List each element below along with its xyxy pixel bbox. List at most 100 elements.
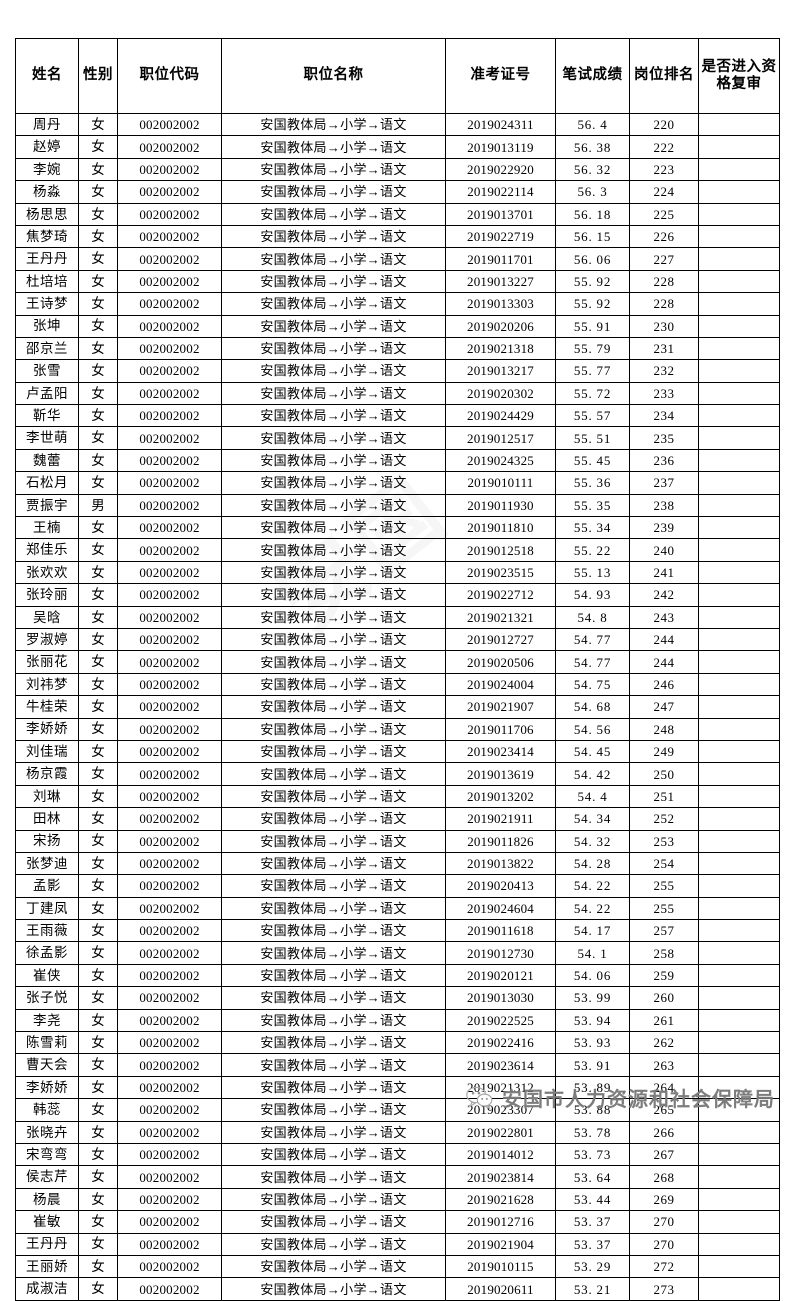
cell-ticket: 2019021904 — [445, 1232, 556, 1256]
cell-rank: 248 — [629, 717, 699, 741]
cell-ticket: 2019013822 — [445, 851, 556, 876]
table-row: 李婉女 002002002 安国教体局→小学→语文 2019022920 56. 32 2… — [15, 157, 780, 182]
cell-code: 002002002 — [117, 941, 222, 965]
table-row: 郑佳乐女 002002002 安国教体局→小学→语文 2019012518 55. 22… — [15, 538, 780, 562]
cell-name: 陈雪莉 — [15, 1031, 79, 1055]
table-row: 王丹丹女 002002002 安国教体局→小学→语文 2019021904 53. 37… — [15, 1232, 780, 1256]
cell-rank: 255 — [629, 896, 699, 921]
cell-title: 安国教体局→小学→语文 — [221, 1008, 446, 1033]
cell-ticket: 2019020302 — [445, 381, 556, 406]
cell-title: 安国教体局→小学→语文 — [221, 1142, 446, 1167]
cell-rank: 267 — [629, 1142, 699, 1167]
cell-score: 54. 56 — [555, 717, 630, 741]
cell-name: 张丽花 — [15, 650, 79, 674]
cell-pass — [698, 404, 780, 428]
cell-sex: 女 — [78, 1031, 118, 1055]
cell-name: 侯志芹 — [15, 1165, 79, 1189]
cell-name: 成淑洁 — [15, 1277, 79, 1301]
cell-title: 安国教体局→小学→语文 — [221, 1210, 446, 1234]
cell-title: 安国教体局→小学→语文 — [221, 1165, 446, 1189]
cell-name: 丁建凤 — [15, 896, 79, 921]
cell-pass — [698, 471, 780, 495]
cell-rank: 234 — [629, 404, 699, 428]
cell-ticket: 2019012518 — [445, 538, 556, 562]
cell-sex: 女 — [78, 807, 118, 831]
cell-name: 崔敏 — [15, 1210, 79, 1234]
cell-ticket: 2019022920 — [445, 157, 556, 182]
cell-rank: 269 — [629, 1187, 699, 1212]
cell-code: 002002002 — [117, 1120, 222, 1144]
cell-score: 56. 06 — [555, 247, 630, 271]
cell-name: 崔侠 — [15, 963, 79, 988]
table-row: 杨晨女 002002002 安国教体局→小学→语文 2019021628 53. 44 2… — [15, 1187, 780, 1212]
cell-score: 54. 77 — [555, 627, 630, 652]
cell-title: 安国教体局→小学→语文 — [221, 180, 446, 204]
cell-name: 王丹丹 — [15, 247, 79, 271]
cell-ticket: 2019021318 — [445, 336, 556, 361]
cell-name: 张欢欢 — [15, 560, 79, 585]
column-header-sex: 性别 — [78, 38, 118, 114]
cell-rank: 246 — [629, 672, 699, 697]
column-header-ticket: 准考证号 — [445, 38, 556, 114]
cell-sex: 女 — [78, 739, 118, 764]
cell-score: 54. 1 — [555, 941, 630, 965]
cell-name: 刘琳 — [15, 784, 79, 809]
cell-rank: 263 — [629, 1053, 699, 1077]
cell-score: 54. 8 — [555, 605, 630, 629]
cell-title: 安国教体局→小学→语文 — [221, 851, 446, 876]
cell-rank: 247 — [629, 695, 699, 719]
cell-ticket: 2019023515 — [445, 560, 556, 585]
cell-ticket: 2019020413 — [445, 874, 556, 898]
cell-rank: 238 — [629, 493, 699, 518]
cell-name: 杨京霞 — [15, 762, 79, 786]
cell-score: 55. 22 — [555, 538, 630, 562]
table-row: 杨淼女 002002002 安国教体局→小学→语文 2019022114 56. 3 22… — [15, 180, 780, 204]
cell-pass — [698, 627, 780, 652]
cell-ticket: 2019011810 — [445, 516, 556, 540]
cell-ticket: 2019023614 — [445, 1053, 556, 1077]
cell-rank: 257 — [629, 919, 699, 943]
cell-code: 002002002 — [117, 516, 222, 540]
table-row: 李世萌女 002002002 安国教体局→小学→语文 2019012517 55. 51… — [15, 426, 780, 450]
cell-title: 安国教体局→小学→语文 — [221, 448, 446, 473]
cell-rank: 232 — [629, 359, 699, 383]
cell-ticket: 2019013030 — [445, 986, 556, 1010]
cell-rank: 258 — [629, 941, 699, 965]
column-header-score: 笔试成绩 — [555, 38, 630, 114]
cell-ticket: 2019010111 — [445, 471, 556, 495]
table-row: 王楠女 002002002 安国教体局→小学→语文 2019011810 55. 34 2… — [15, 516, 780, 540]
cell-pass — [698, 807, 780, 831]
cell-code: 002002002 — [117, 784, 222, 809]
cell-pass — [698, 381, 780, 406]
cell-ticket: 2019012517 — [445, 426, 556, 450]
cell-rank: 242 — [629, 583, 699, 607]
cell-pass — [698, 336, 780, 361]
table-row: 卢孟阳女 002002002 安国教体局→小学→语文 2019020302 55. 72… — [15, 381, 780, 406]
cell-sex: 女 — [78, 135, 118, 159]
cell-rank: 262 — [629, 1031, 699, 1055]
cell-rank: 243 — [629, 605, 699, 629]
cell-title: 安国教体局→小学→语文 — [221, 583, 446, 607]
cell-code: 002002002 — [117, 986, 222, 1010]
cell-pass — [698, 739, 780, 764]
cell-name: 王丽娇 — [15, 1254, 79, 1279]
cell-ticket: 2019022801 — [445, 1120, 556, 1144]
cell-rank: 273 — [629, 1277, 699, 1301]
cell-score: 55. 35 — [555, 493, 630, 518]
cell-pass — [698, 560, 780, 585]
cell-code: 002002002 — [117, 717, 222, 741]
cell-ticket: 2019013619 — [445, 762, 556, 786]
cell-pass — [698, 986, 780, 1010]
cell-pass — [698, 695, 780, 719]
cell-code: 002002002 — [117, 1142, 222, 1167]
cell-code: 002002002 — [117, 1232, 222, 1256]
cell-ticket: 2019011930 — [445, 493, 556, 518]
table-row: 刘佳瑞女 002002002 安国教体局→小学→语文 2019023414 54. 45… — [15, 739, 780, 764]
cell-score: 53. 78 — [555, 1120, 630, 1144]
table-row: 崔敏女 002002002 安国教体局→小学→语文 2019012716 53. 37 2… — [15, 1210, 780, 1234]
cell-sex: 女 — [78, 314, 118, 338]
cell-code: 002002002 — [117, 919, 222, 943]
footer-brand: 安国市人力资源和社会保障局 — [466, 1083, 775, 1112]
cell-sex: 女 — [78, 1277, 118, 1301]
cell-rank: 270 — [629, 1210, 699, 1234]
